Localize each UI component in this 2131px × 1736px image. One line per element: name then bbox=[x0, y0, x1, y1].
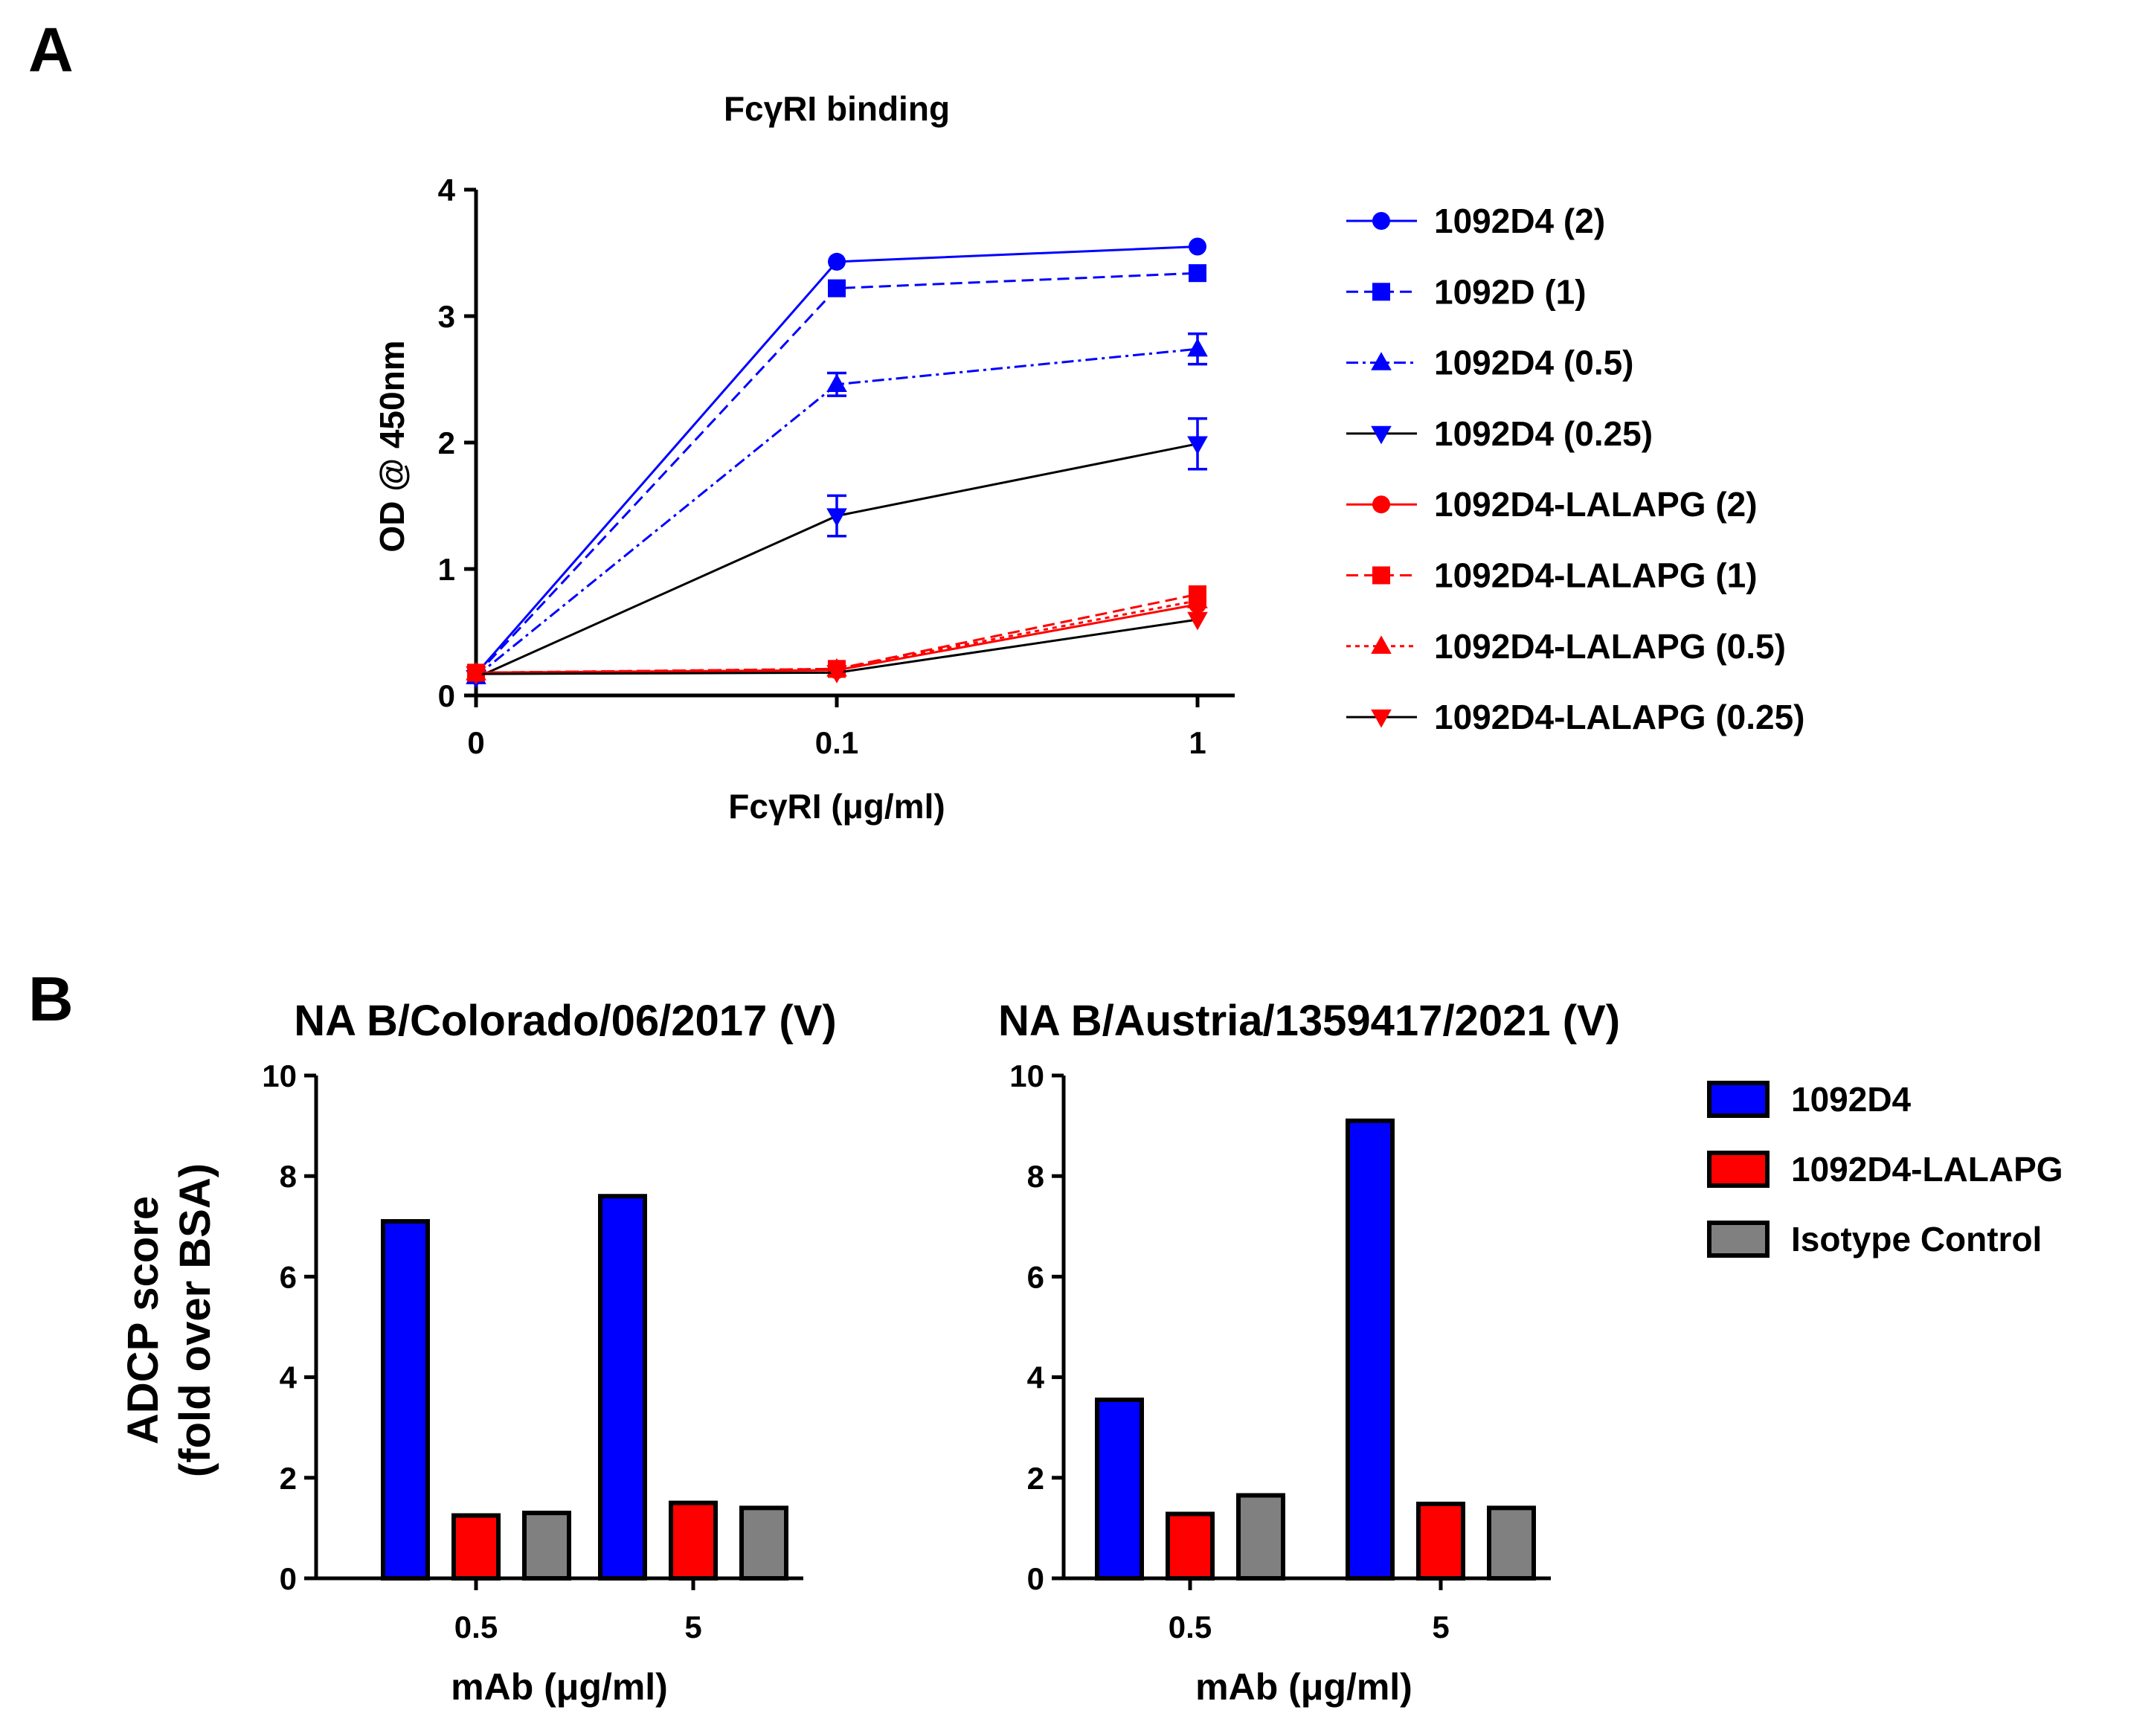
bar-1092d4-lalapg bbox=[451, 1513, 501, 1581]
data-point bbox=[1187, 338, 1208, 357]
bar-1092d4 bbox=[598, 1194, 647, 1581]
x-tick-label: 0.1 bbox=[815, 725, 858, 760]
legend-swatch bbox=[1707, 1221, 1770, 1258]
chart-a-xlabel: FcγRI (μg/ml) bbox=[728, 787, 945, 826]
x-tick-label: 1 bbox=[1189, 725, 1206, 760]
y-tick-label: 10 bbox=[1009, 1058, 1044, 1093]
y-tick-label: 10 bbox=[262, 1058, 297, 1093]
y-tick-label: 0 bbox=[1027, 1561, 1044, 1596]
data-point bbox=[1187, 436, 1208, 455]
bar-isotype-control bbox=[1487, 1505, 1536, 1581]
bar-1092d4-lalapg bbox=[669, 1500, 718, 1581]
legend-label: 1092D (1) bbox=[1434, 272, 1587, 311]
y-tick-label: 0 bbox=[438, 678, 455, 713]
y-tick-label: 2 bbox=[1027, 1461, 1044, 1496]
data-point bbox=[826, 508, 847, 527]
chart-a-ylabel: OD @ 450nm bbox=[373, 340, 411, 552]
y-tick-label: 8 bbox=[280, 1159, 297, 1194]
bar-1092d4 bbox=[1095, 1398, 1144, 1581]
chart-b1-title: NA B/Colorado/06/2017 (V) bbox=[294, 997, 836, 1045]
y-tick-label: 3 bbox=[438, 299, 455, 334]
data-point bbox=[828, 279, 846, 298]
data-point bbox=[1187, 590, 1208, 608]
data-point bbox=[466, 666, 486, 685]
data-point bbox=[828, 252, 846, 271]
bar-1092d4 bbox=[1346, 1118, 1395, 1581]
legend-marker bbox=[1372, 495, 1390, 514]
legend-marker bbox=[1371, 709, 1392, 728]
bar-1092d4-lalapg bbox=[1166, 1511, 1215, 1581]
data-point bbox=[1189, 264, 1206, 283]
legend-label: 1092D4 bbox=[1791, 1080, 1912, 1119]
y-tick-label: 6 bbox=[280, 1259, 297, 1294]
line-chart-fcgri-binding: FcγRI binding FcγRI (μg/ml) OD @ 450nm 0… bbox=[373, 89, 1805, 826]
bar-isotype-control bbox=[739, 1505, 788, 1581]
bar-1092d4-lalapg bbox=[1416, 1501, 1465, 1581]
y-tick-label: 2 bbox=[280, 1461, 297, 1496]
y-tick-label: 4 bbox=[438, 173, 456, 208]
legend-marker bbox=[1371, 635, 1392, 654]
data-point bbox=[1187, 611, 1208, 631]
y-tick-label: 0 bbox=[280, 1561, 297, 1596]
series-line bbox=[475, 271, 1198, 676]
chart-a-title: FcγRI binding bbox=[724, 89, 950, 128]
legend-marker bbox=[1372, 283, 1390, 301]
bar-chart-austria: NA B/Austria/1359417/2021 (V) mAb (μg/ml… bbox=[998, 997, 2063, 1708]
legend-label: 1092D4 (0.25) bbox=[1434, 414, 1653, 453]
panel-label-a: A bbox=[28, 15, 74, 85]
bar-isotype-control bbox=[522, 1511, 571, 1581]
y-tick-label: 4 bbox=[280, 1360, 298, 1395]
y-tick-label: 4 bbox=[1027, 1360, 1045, 1395]
series-line bbox=[475, 443, 1198, 679]
legend-label: 1092D4-LALAPG bbox=[1791, 1150, 2063, 1189]
chart-b1-ylabel-line2: (fold over BSA) bbox=[171, 1163, 219, 1477]
bar-chart-colorado: NA B/Colorado/06/2017 (V) mAb (μg/ml) AD… bbox=[119, 997, 837, 1708]
x-tick-label: 0 bbox=[467, 725, 484, 760]
chart-b1-ylabel-line1: ADCP score bbox=[119, 1196, 167, 1444]
legend-marker bbox=[1372, 212, 1390, 230]
y-tick-label: 6 bbox=[1027, 1259, 1044, 1294]
panel-label-b: B bbox=[28, 964, 74, 1034]
legend-label: 1092D4-LALAPG (0.5) bbox=[1434, 627, 1786, 666]
legend-label: 1092D4-LALAPG (2) bbox=[1434, 485, 1758, 524]
series-line bbox=[475, 245, 1198, 675]
legend-swatch bbox=[1707, 1081, 1770, 1118]
x-tick-label: 0.5 bbox=[454, 1610, 498, 1645]
legend-marker bbox=[1372, 566, 1390, 585]
legend-label: 1092D4 (0.5) bbox=[1434, 344, 1634, 382]
legend-label: 1092D4-LALAPG (1) bbox=[1434, 556, 1758, 595]
legend-label: 1092D4 (2) bbox=[1434, 202, 1605, 240]
legend-marker bbox=[1371, 352, 1392, 370]
legend-marker bbox=[1371, 425, 1392, 445]
legend-label: 1092D4-LALAPG (0.25) bbox=[1434, 698, 1805, 736]
y-tick-label: 2 bbox=[438, 425, 455, 460]
x-tick-label: 0.5 bbox=[1169, 1610, 1212, 1645]
data-point bbox=[826, 373, 847, 392]
chart-b2-title: NA B/Austria/1359417/2021 (V) bbox=[998, 997, 1620, 1045]
x-tick-label: 5 bbox=[684, 1610, 701, 1645]
legend-label: Isotype Control bbox=[1791, 1220, 2042, 1258]
y-tick-label: 1 bbox=[438, 552, 455, 587]
y-tick-label: 8 bbox=[1027, 1159, 1044, 1194]
legend-swatch bbox=[1707, 1151, 1770, 1188]
chart-b1-xlabel: mAb (μg/ml) bbox=[451, 1666, 668, 1708]
x-tick-label: 5 bbox=[1432, 1610, 1449, 1645]
data-point bbox=[826, 665, 847, 684]
bar-isotype-control bbox=[1236, 1493, 1285, 1581]
chart-b2-xlabel: mAb (μg/ml) bbox=[1195, 1666, 1412, 1708]
data-point bbox=[1189, 237, 1206, 256]
bar-1092d4 bbox=[381, 1219, 430, 1581]
